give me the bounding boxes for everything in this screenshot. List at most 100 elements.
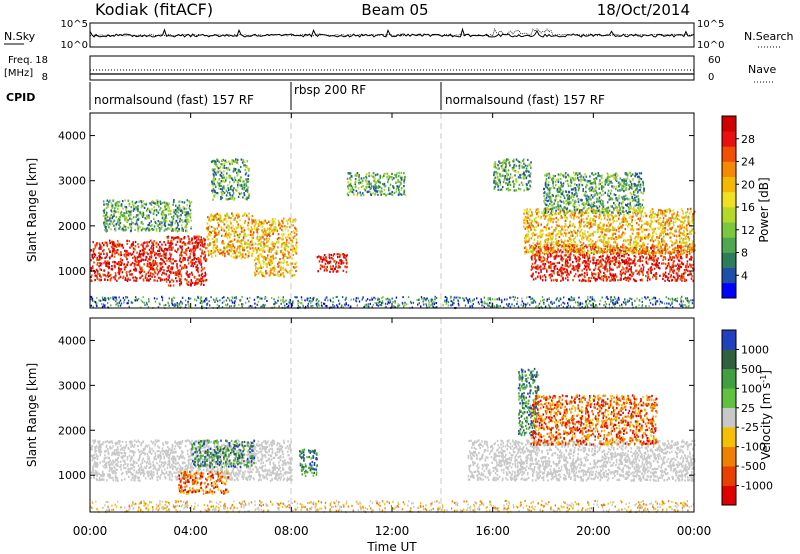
power-cell	[393, 191, 396, 194]
power-cell	[204, 247, 207, 250]
power-cell	[587, 244, 590, 247]
power-cell	[237, 181, 239, 184]
power-cell	[573, 229, 575, 232]
power-cell	[603, 242, 605, 245]
power-cell	[166, 228, 168, 231]
power-cell	[216, 245, 218, 248]
power-cell	[247, 255, 249, 258]
power-cell	[208, 216, 211, 219]
power-cell	[142, 205, 144, 208]
power-cell	[688, 212, 691, 215]
power-cell	[230, 255, 233, 258]
power-cell	[620, 245, 622, 248]
power-cell	[287, 263, 289, 267]
power-cell	[393, 177, 395, 180]
power-cell	[284, 268, 287, 271]
power-cell	[656, 263, 658, 266]
power-cell	[250, 243, 253, 247]
power-cell	[534, 277, 537, 280]
power-cell	[172, 262, 174, 265]
power-cell	[163, 269, 165, 272]
power-cell	[339, 266, 341, 269]
power-cell	[98, 242, 101, 245]
power-cell	[115, 245, 118, 248]
power-cell	[658, 262, 660, 265]
power-cell	[209, 243, 211, 246]
power-cell	[655, 277, 657, 281]
power-cell	[222, 179, 224, 182]
power-cell	[552, 269, 555, 273]
power-cell	[664, 263, 667, 266]
power-cell	[653, 260, 655, 263]
power-cell	[560, 274, 563, 277]
power-cell	[578, 239, 581, 242]
power-cell	[148, 209, 151, 212]
power-cell	[180, 237, 183, 241]
power-cell	[660, 211, 662, 214]
power-cell	[526, 212, 528, 215]
power-cell	[602, 277, 605, 280]
power-cell	[132, 243, 135, 246]
power-cell	[650, 247, 653, 250]
power-cell	[671, 257, 674, 260]
power-cell	[116, 221, 119, 224]
power-cell	[607, 258, 609, 261]
power-cell	[569, 263, 572, 266]
power-cell	[204, 242, 206, 245]
power-cell	[151, 273, 154, 276]
power-cell	[672, 217, 675, 220]
power-cell	[140, 201, 143, 204]
power-cell	[211, 160, 213, 163]
power-cell	[340, 262, 342, 265]
power-cell	[259, 223, 262, 227]
power-cell	[657, 248, 660, 251]
power-cell	[261, 273, 263, 276]
power-cell	[592, 256, 594, 259]
power-cell	[684, 219, 686, 222]
power-cell	[669, 209, 672, 212]
power-cell	[116, 204, 119, 207]
power-cell	[118, 269, 120, 272]
noise-right-tick-top: 10^5	[697, 19, 724, 30]
power-cell	[680, 276, 682, 279]
power-cell	[609, 263, 612, 266]
power-cell	[112, 243, 115, 246]
power-cell	[238, 192, 241, 196]
power-cell	[168, 274, 171, 277]
power-cell	[677, 214, 680, 217]
power-cell	[163, 208, 166, 211]
power-cell	[682, 241, 685, 244]
power-cell	[646, 246, 649, 249]
power-cell	[238, 240, 241, 243]
power-cell	[364, 189, 367, 192]
power-cell	[355, 173, 357, 176]
power-cell	[562, 272, 564, 275]
power-cell	[216, 170, 218, 173]
power-cell	[591, 239, 594, 243]
power-cell	[534, 253, 537, 256]
power-cell	[93, 252, 96, 255]
power-cell	[527, 227, 529, 230]
power-cell	[238, 169, 240, 172]
power-cell	[287, 250, 289, 253]
power-cell	[686, 248, 689, 251]
power-cell	[287, 245, 290, 249]
power-cell	[189, 256, 191, 259]
power-cell	[165, 214, 167, 218]
power-cell	[527, 181, 530, 184]
power-cell	[190, 259, 193, 262]
power-cell	[602, 248, 605, 251]
power-cell	[614, 258, 616, 261]
power-cell	[109, 250, 111, 253]
power-cell	[238, 247, 241, 250]
power-cell	[178, 227, 180, 231]
power-cell	[639, 256, 642, 259]
power-cell	[598, 227, 600, 230]
power-cell	[280, 224, 283, 227]
power-cell	[670, 219, 672, 222]
power-cell	[137, 209, 139, 213]
power-cell	[105, 217, 108, 220]
power-cell	[635, 214, 638, 217]
power-cell	[140, 229, 143, 232]
power-cell	[204, 255, 206, 258]
